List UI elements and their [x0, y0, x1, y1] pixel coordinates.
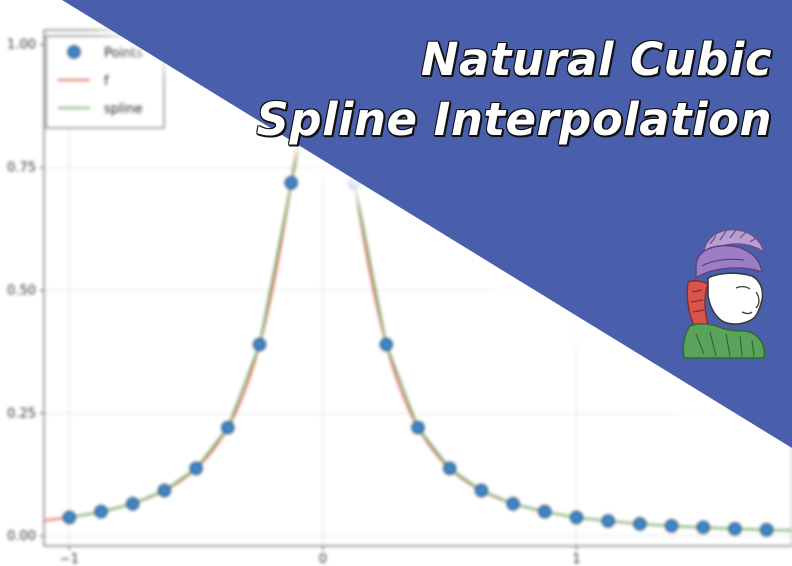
- series-points-marker: [221, 420, 235, 435]
- legend: Points f spline: [45, 35, 165, 129]
- y-tick-label: 0.00: [7, 529, 36, 544]
- series-points-marker: [379, 337, 393, 352]
- series-points-marker: [252, 337, 267, 352]
- banner-title: Natural Cubic Spline Interpolation: [256, 30, 772, 150]
- series-points-marker: [633, 517, 647, 531]
- series-points-marker: [760, 523, 774, 537]
- series-points-marker: [189, 461, 203, 475]
- series-points-marker: [506, 497, 520, 511]
- y-tick-label: 0.25: [7, 406, 36, 421]
- y-tick-label: 0.50: [7, 283, 36, 298]
- title-line-1: Natural Cubic: [420, 33, 772, 86]
- athena-helmet-head-logo-icon: [682, 229, 766, 359]
- series-points-marker: [411, 420, 425, 435]
- x-tick-label: 1: [572, 552, 580, 566]
- series-points-marker: [601, 514, 615, 528]
- legend-label-f: f: [104, 74, 109, 89]
- legend-label-spline: spline: [104, 102, 143, 117]
- y-tick-label: 0.75: [7, 161, 36, 176]
- series-points-marker: [284, 176, 298, 190]
- x-tick-label: 0: [319, 552, 327, 566]
- series-points-marker: [62, 510, 76, 525]
- series-points-marker: [569, 510, 584, 525]
- series-points-marker: [348, 176, 362, 190]
- x-tick-label: −1: [60, 552, 79, 566]
- legend-marker-points: [67, 45, 81, 59]
- series-points-marker: [94, 505, 108, 519]
- legend-label-points: Points: [104, 46, 143, 61]
- y-tick-label: 1.00: [7, 38, 36, 53]
- title-line-2: Spline Interpolation: [256, 93, 772, 146]
- series-points-marker: [538, 505, 552, 519]
- series-points-marker: [474, 483, 488, 498]
- series-points-marker: [443, 461, 457, 475]
- series-points-marker: [664, 519, 679, 533]
- series-points-marker: [696, 520, 710, 534]
- series-points-marker: [126, 497, 140, 511]
- series-points-marker: [728, 522, 742, 536]
- series-points-marker: [157, 483, 172, 498]
